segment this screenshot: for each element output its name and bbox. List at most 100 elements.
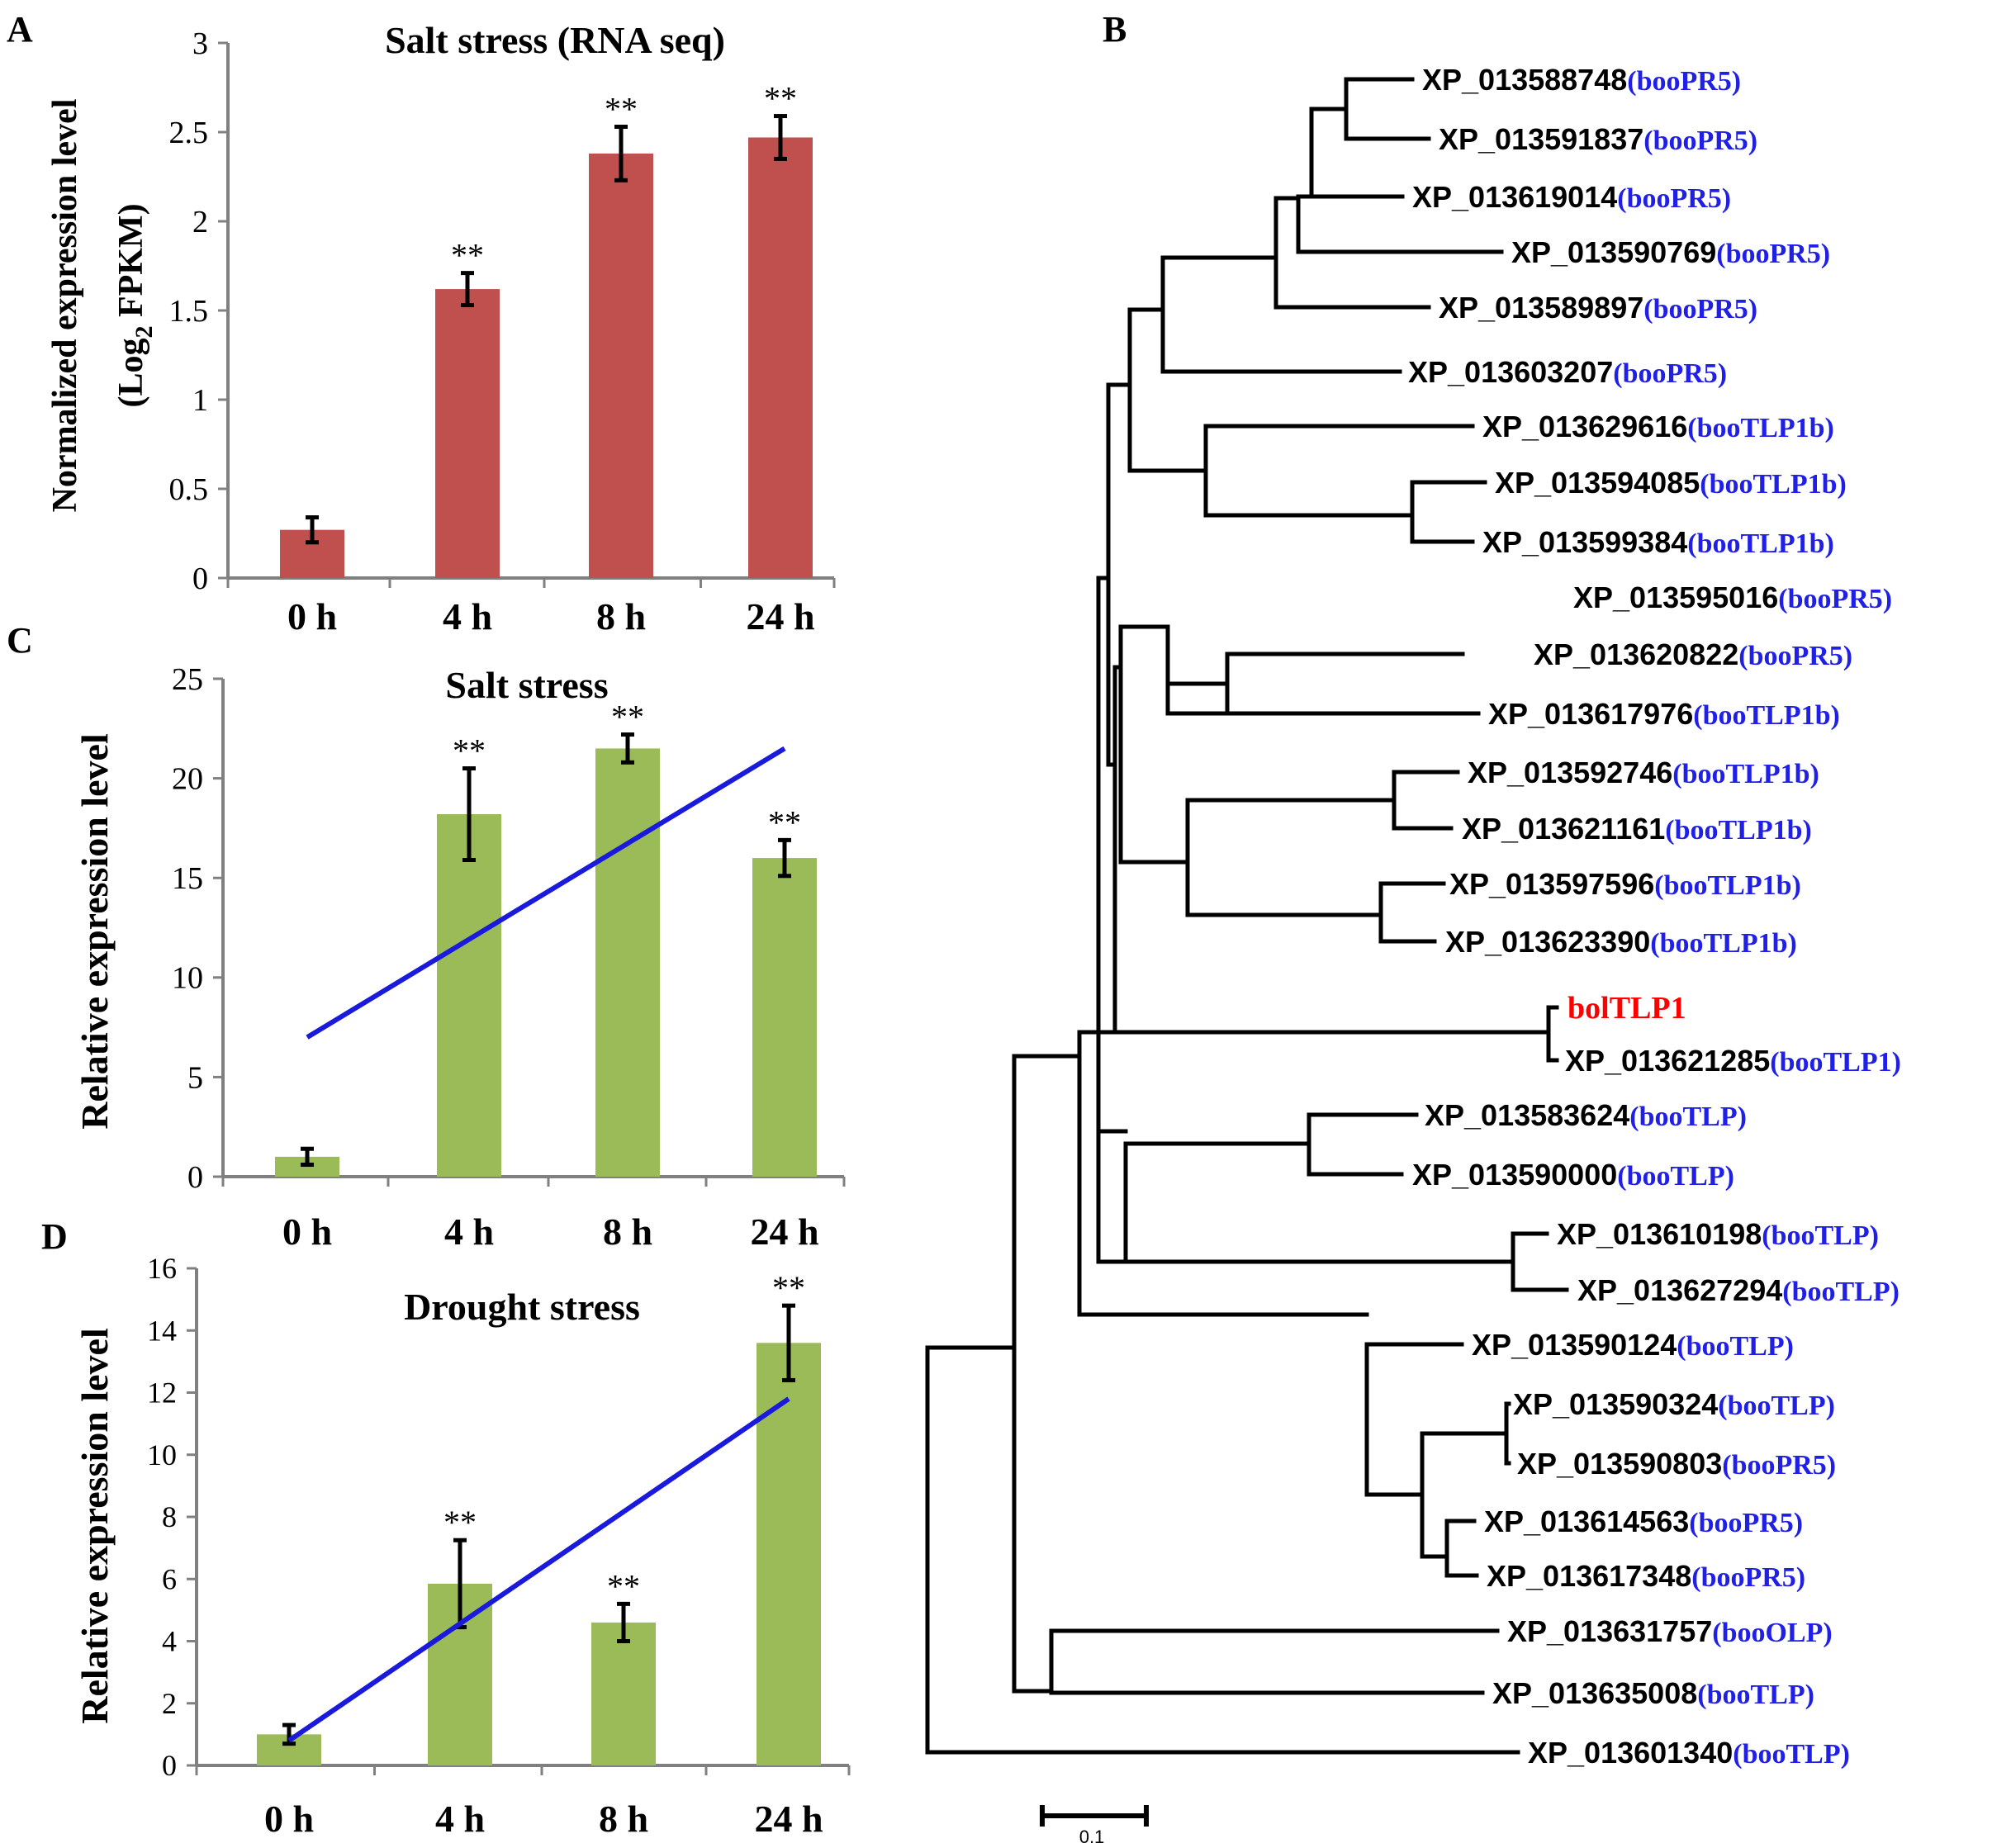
y-tick-label: 1	[192, 383, 208, 418]
tree-leaf-label: XP_013591837(booPR5)	[1439, 122, 1757, 156]
panel-c-plot: 0 5 10 15 20 25 0 h ** 4 h ** 8 h ** 24 h	[172, 662, 846, 1253]
y-tick-label: 5	[187, 1060, 203, 1095]
tree-leaf-label: XP_013599384(booTLP1b)	[1482, 525, 1834, 559]
bar	[437, 814, 501, 1177]
x-tick-label: 0 h	[282, 1211, 332, 1253]
tree-leaf-label: XP_013621161(booTLP1b)	[1462, 812, 1812, 846]
significance-mark: **	[443, 1504, 477, 1541]
y-tick-label: 14	[147, 1314, 177, 1347]
tree-leaf-label: XP_013617348(booPR5)	[1487, 1559, 1805, 1593]
y-tick-label: 0.5	[169, 472, 209, 507]
y-tick-label: 12	[147, 1377, 177, 1410]
x-tick-label: 24 h	[754, 1798, 823, 1840]
panel-c-ylabel: Relative expression level	[74, 733, 116, 1130]
error-bar	[461, 271, 474, 308]
tree-leaf-label: XP_013590000(booTLP)	[1412, 1158, 1734, 1192]
x-tick-label: 24 h	[746, 595, 814, 637]
error-bar	[301, 1146, 314, 1168]
tree-leaf-label: XP_013614563(booPR5)	[1484, 1504, 1803, 1538]
tree-leaf-label: XP_013595016(booPR5)	[1573, 580, 1892, 614]
tree-leaf-label: XP_013610198(booTLP)	[1557, 1217, 1879, 1251]
y-tick-label: 0	[162, 1749, 177, 1782]
error-bar	[462, 766, 476, 862]
panel-c-letter: C	[7, 620, 33, 661]
significance-mark: **	[451, 237, 484, 274]
tree-leaf-label: bolTLP1	[1568, 991, 1686, 1026]
panel-a-letter: A	[7, 9, 33, 50]
panel-a-plot: 0 0.5 1 1.5 2 2.5 3 0 h ** 4 h ** 8 h ** 24 h	[169, 26, 836, 637]
x-tick-label: 0 h	[287, 595, 337, 637]
tree-leaf-label: XP_013601340(booTLP)	[1528, 1736, 1850, 1770]
tree-leaf-label: XP_013621285(booTLP1)	[1565, 1044, 1901, 1078]
panel-a-ylabel-line2: (Log2 FPKM)	[112, 203, 158, 407]
y-tick-label: 6	[162, 1562, 177, 1595]
error-bar	[621, 732, 634, 765]
x-tick-label: 8 h	[603, 1211, 652, 1253]
panel-a-ylabel-line1: Normalized expression level	[46, 99, 84, 513]
error-bar	[614, 125, 628, 182]
panel-c-title: Salt stress	[445, 664, 608, 706]
panel-b: B	[925, 9, 1901, 1847]
y-tick-label: 0	[187, 1160, 203, 1195]
panel-c: C Salt stress Relative expression level …	[7, 620, 846, 1253]
y-tick-label: 3	[192, 26, 208, 61]
tree-leaf-label: XP_013631757(booOLP)	[1507, 1614, 1833, 1648]
error-bar	[774, 114, 787, 161]
x-tick-label: 4 h	[443, 595, 492, 637]
y-tick-label: 0	[192, 562, 208, 596]
y-tick-label: 10	[147, 1438, 177, 1471]
error-bar	[778, 837, 791, 879]
y-tick-label: 4	[162, 1625, 177, 1658]
tree-leaf-label: XP_013590803(booPR5)	[1517, 1447, 1836, 1481]
bar	[435, 289, 500, 578]
tree-leaf-label: XP_013589897(booPR5)	[1439, 291, 1757, 325]
panel-a: A Salt stress (RNA seq) Normalized expre…	[7, 9, 836, 637]
bar	[756, 1343, 821, 1765]
tree-leaf-label: XP_013617976(booTLP1b)	[1488, 697, 1840, 731]
significance-mark: **	[607, 1567, 640, 1604]
tree-leaf-label: XP_013635008(booTLP)	[1492, 1676, 1814, 1710]
x-tick-label: 0 h	[264, 1798, 314, 1840]
y-tick-label: 15	[172, 861, 203, 896]
panel-a-ylabel: Normalized expression level (Log2 FPKM)	[46, 99, 158, 513]
trend-line	[287, 1396, 790, 1743]
tree-leaf-label: XP_013590769(booPR5)	[1511, 235, 1830, 269]
tree-leaf-label: XP_013590124(booTLP)	[1472, 1328, 1794, 1362]
bar	[595, 748, 660, 1177]
significance-mark: **	[764, 80, 797, 117]
scale-bar-line	[1040, 1805, 1149, 1827]
scale-bar: 0.1	[1040, 1805, 1149, 1847]
panel-d-plot: 0 2 4 6 8 10 12 14 16 0 h ** 4 h ** 8 h ** 24 h	[147, 1252, 851, 1840]
x-tick-label: 8 h	[596, 595, 646, 637]
panel-b-letter: B	[1103, 9, 1126, 50]
tree-labels: XP_013588748(booPR5) XP_013591837(booPR5)…	[1408, 63, 1901, 1770]
y-tick-label: 2	[192, 205, 208, 239]
panel-a-title: Salt stress (RNA seq)	[385, 19, 725, 61]
panel-d-letter: D	[41, 1216, 68, 1257]
error-bar	[782, 1303, 795, 1382]
tree-leaf-label: XP_013603207(booPR5)	[1408, 355, 1727, 389]
scale-bar-label: 0.1	[1079, 1827, 1105, 1847]
tree-leaf-label: XP_013623390(booTLP1b)	[1445, 925, 1797, 959]
y-tick-label: 25	[172, 662, 203, 697]
tree-leaf-label: XP_013583624(booTLP)	[1425, 1098, 1747, 1132]
tree-leaf-label: XP_013620822(booPR5)	[1534, 637, 1852, 671]
tree-leaf-label: XP_013627294(booTLP)	[1577, 1273, 1900, 1307]
significance-mark: **	[772, 1269, 805, 1306]
error-bar	[282, 1722, 296, 1746]
bar	[752, 858, 817, 1177]
panel-d-ylabel: Relative expression level	[74, 1328, 116, 1724]
tree-leaf-label: XP_013588748(booPR5)	[1422, 63, 1741, 97]
tree-leaf-label: XP_013590324(booTLP)	[1513, 1387, 1835, 1421]
tree-leaf-label: XP_013592746(booTLP1b)	[1468, 756, 1819, 789]
x-tick-label: 4 h	[444, 1211, 494, 1253]
x-tick-label: 24 h	[750, 1211, 818, 1253]
y-tick-label: 2.5	[169, 116, 209, 150]
y-tick-label: 2	[162, 1687, 177, 1720]
y-tick-label: 10	[172, 961, 203, 996]
bar	[589, 153, 653, 579]
panel-d-title: Drought stress	[404, 1286, 640, 1328]
significance-mark: **	[605, 91, 638, 128]
error-bar	[617, 1601, 630, 1643]
tree-leaf-label: XP_013619014(booPR5)	[1412, 180, 1731, 214]
